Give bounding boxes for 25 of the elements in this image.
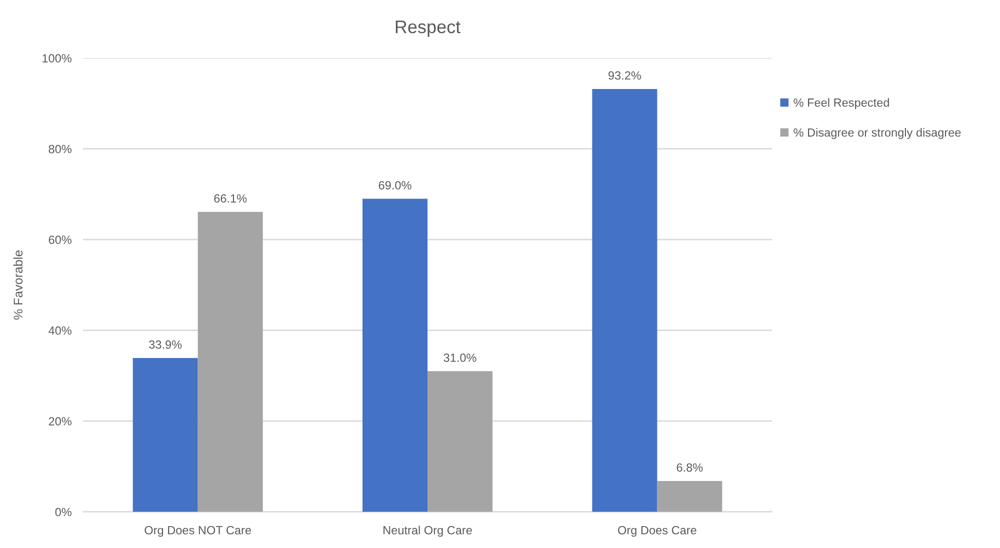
bar (362, 198, 428, 512)
legend-label: % Feel Respected (794, 98, 889, 110)
y-tick-label: 80% (48, 144, 72, 154)
data-label: 6.8% (676, 463, 703, 472)
data-label: 31.0% (444, 354, 476, 362)
chart-title: Respect (396, 20, 460, 37)
y-tick-label: 100% (42, 54, 72, 62)
x-tick-label: Org Does Care (618, 526, 696, 537)
y-tick-label: 20% (48, 417, 72, 426)
x-tick-label: Neutral Org Care (384, 526, 472, 537)
y-tick-label: 60% (48, 236, 72, 244)
legend-label: % Disagree or strongly disagree (794, 128, 961, 140)
bar (428, 371, 492, 512)
data-label: 69.0% (378, 181, 412, 190)
bar (198, 212, 263, 512)
bar (592, 88, 658, 512)
y-axis-title: % Favorable (13, 250, 23, 320)
bar (657, 480, 722, 512)
y-tick-label: 40% (48, 326, 72, 335)
y-tick-label: 0% (55, 508, 72, 516)
bar (132, 358, 198, 512)
x-tick-label: Org Does NOT Care (144, 526, 251, 537)
data-label: 93.2% (608, 71, 641, 80)
data-label: 33.9% (149, 340, 182, 349)
data-label: 66.1% (214, 194, 247, 203)
